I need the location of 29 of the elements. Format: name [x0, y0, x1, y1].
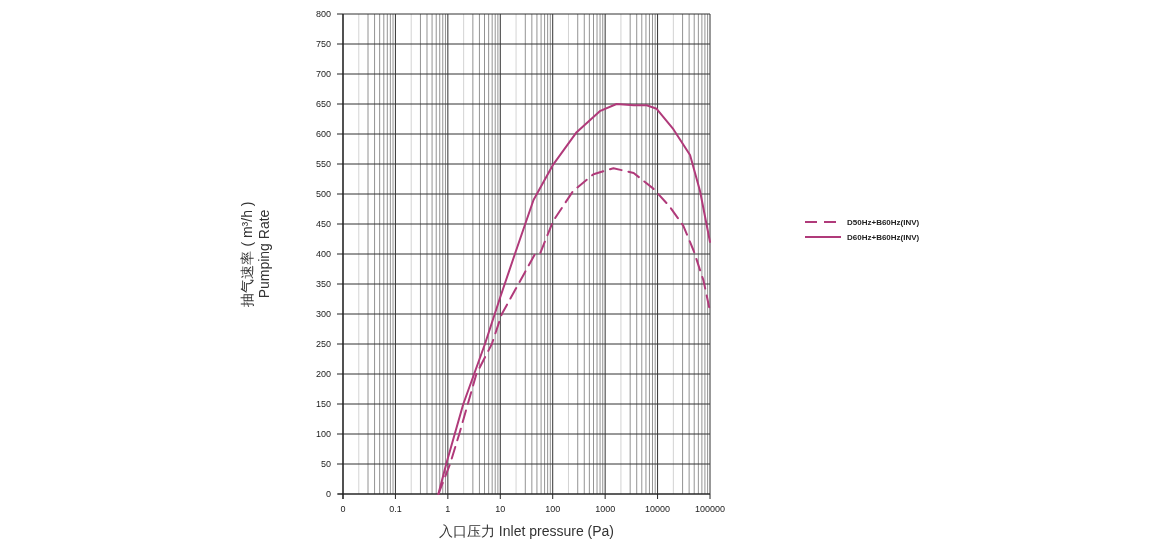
x-tick-label: 1 — [445, 504, 451, 514]
y-tick-label: 600 — [315, 129, 331, 139]
x-tick-label: 100 — [545, 504, 561, 514]
y-tick-label: 300 — [315, 309, 331, 319]
y-tick-label: 0 — [325, 489, 331, 499]
y-tick-label: 750 — [315, 39, 331, 49]
y-tick-label: 700 — [315, 69, 331, 79]
y-tick-label: 200 — [315, 369, 331, 379]
legend-label: D50Hz+B60Hz(INV) — [847, 218, 920, 227]
y-tick-label: 50 — [320, 459, 331, 469]
x-tick-label: 0.1 — [389, 504, 402, 514]
y-tick-label: 150 — [315, 399, 331, 409]
y-tick-label: 800 — [315, 9, 331, 19]
y-tick-label: 350 — [315, 279, 331, 289]
y-tick-label: 550 — [315, 159, 331, 169]
legend-label: D60Hz+B60Hz(INV) — [847, 233, 920, 242]
x-tick-label: 100000 — [694, 504, 726, 514]
x-tick-label: 0 — [340, 504, 346, 514]
x-axis-title: 入口压力 Inlet pressure (Pa) — [438, 523, 615, 539]
y-tick-label: 450 — [315, 219, 331, 229]
x-tick-label: 10 — [495, 504, 506, 514]
x-tick-label: 10000 — [645, 504, 671, 514]
y-tick-label: 100 — [315, 429, 331, 439]
y-axis-title: 抽气速率 ( m³/h ) Pumping Rate — [239, 201, 272, 307]
x-tick-label: 1000 — [595, 504, 616, 514]
y-tick-label: 250 — [315, 339, 331, 349]
y-tick-label: 500 — [315, 189, 331, 199]
y-tick-label: 400 — [315, 249, 331, 259]
y-tick-label: 650 — [315, 99, 331, 109]
